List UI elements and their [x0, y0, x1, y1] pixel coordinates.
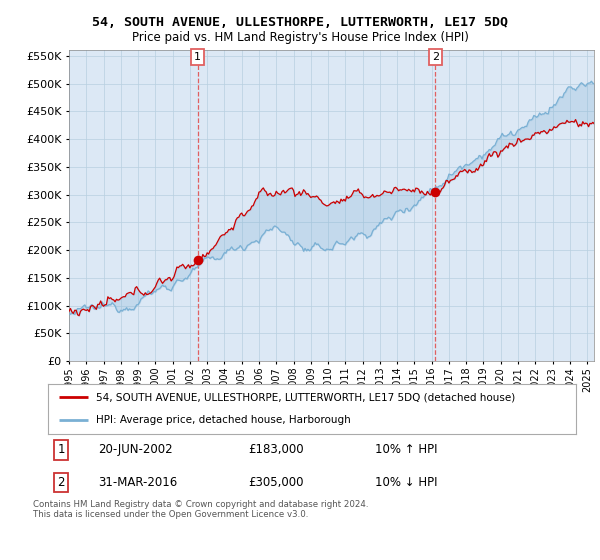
- Text: 10% ↑ HPI: 10% ↑ HPI: [376, 443, 438, 456]
- Text: 1: 1: [194, 52, 201, 62]
- Text: 2: 2: [431, 52, 439, 62]
- Text: £183,000: £183,000: [248, 443, 304, 456]
- Text: 31-MAR-2016: 31-MAR-2016: [98, 476, 178, 489]
- Text: 2: 2: [58, 476, 65, 489]
- Text: 20-JUN-2002: 20-JUN-2002: [98, 443, 173, 456]
- Text: 10% ↓ HPI: 10% ↓ HPI: [376, 476, 438, 489]
- Text: Price paid vs. HM Land Registry's House Price Index (HPI): Price paid vs. HM Land Registry's House …: [131, 31, 469, 44]
- Text: 54, SOUTH AVENUE, ULLESTHORPE, LUTTERWORTH, LE17 5DQ (detached house): 54, SOUTH AVENUE, ULLESTHORPE, LUTTERWOR…: [95, 392, 515, 402]
- Text: HPI: Average price, detached house, Harborough: HPI: Average price, detached house, Harb…: [95, 416, 350, 426]
- Text: Contains HM Land Registry data © Crown copyright and database right 2024.
This d: Contains HM Land Registry data © Crown c…: [33, 500, 368, 519]
- Text: 54, SOUTH AVENUE, ULLESTHORPE, LUTTERWORTH, LE17 5DQ: 54, SOUTH AVENUE, ULLESTHORPE, LUTTERWOR…: [92, 16, 508, 29]
- Text: 1: 1: [58, 443, 65, 456]
- Text: £305,000: £305,000: [248, 476, 304, 489]
